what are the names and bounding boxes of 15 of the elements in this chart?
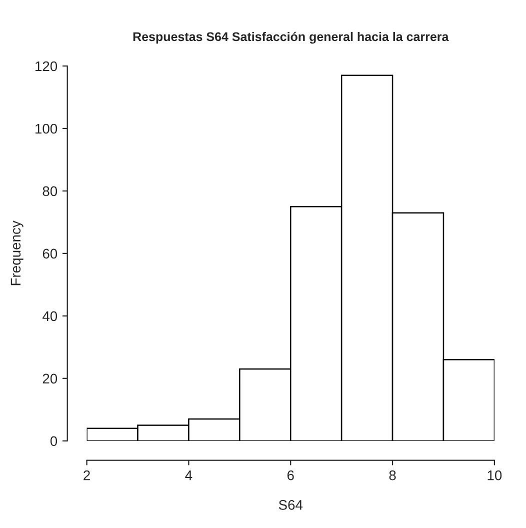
y-tick-label: 120: [36, 61, 58, 72]
x-tick-label: 6: [287, 470, 294, 480]
chart-title: Respuestas S64 Satisfacción general hacia la carrera: [133, 32, 449, 44]
y-tick-label: 40: [42, 311, 58, 322]
y-tick-label: 60: [42, 248, 58, 259]
x-tick-label: 10: [488, 470, 502, 480]
x-tick-label: 2: [84, 470, 90, 480]
y-tick-label: 80: [42, 186, 58, 196]
y-axis-title: Frequency: [10, 220, 24, 286]
x-axis-title: S64: [278, 500, 303, 510]
y-tick-label: 100: [36, 124, 58, 134]
x-tick-label: 8: [389, 470, 396, 480]
y-tick-label: 20: [42, 374, 58, 384]
y-tick-label: 0: [50, 436, 58, 446]
x-tick-label: 4: [185, 470, 192, 480]
